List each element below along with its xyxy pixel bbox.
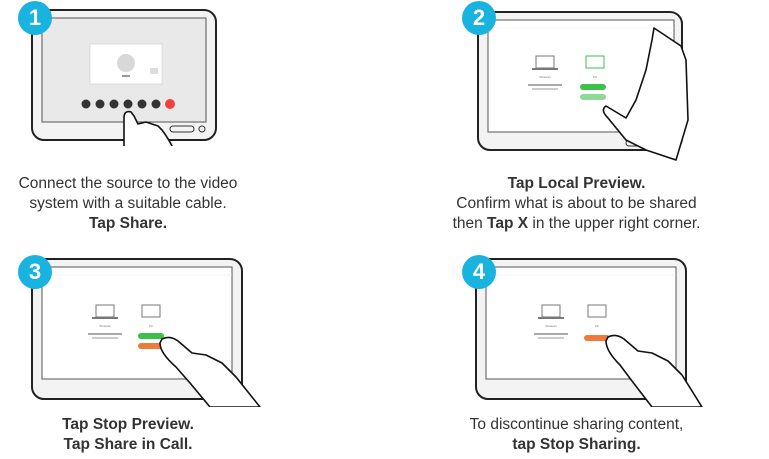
caption-line: Connect the source to the video bbox=[18, 175, 238, 192]
pc-label: PC bbox=[595, 324, 600, 328]
caption-text: then bbox=[452, 215, 488, 232]
step-4: Wireless PC 4 To discontinue sharing con… bbox=[384, 235, 769, 459]
wireless-label: Wireless bbox=[545, 324, 557, 328]
caption-line: system with a suitable cable. bbox=[29, 195, 227, 212]
step-number-badge: 2 bbox=[462, 1, 496, 35]
caption-line: Tap Share in Call. bbox=[0, 435, 256, 455]
caption-bold: Tap X bbox=[487, 215, 529, 232]
caption-bold: Tap Stop Preview. bbox=[62, 416, 194, 433]
step-1: 1 Connect the source to the video system… bbox=[0, 0, 384, 235]
caption-bold: Tap Share. bbox=[88, 215, 168, 232]
touch-panel-device: Wireless PC bbox=[475, 258, 703, 407]
step-caption: Connect the source to the video system w… bbox=[0, 174, 256, 234]
caption-bold: Tap Local Preview. bbox=[507, 175, 646, 192]
caption-line: tap Stop Sharing. bbox=[384, 435, 769, 455]
step-number-badge: 4 bbox=[462, 255, 496, 289]
pc-label: PC bbox=[149, 324, 154, 328]
caption-line: Tap Share. bbox=[0, 214, 256, 234]
pc-label: PC bbox=[593, 75, 598, 79]
caption-line: To discontinue sharing content, bbox=[469, 416, 684, 433]
caption-bold: Tap Share in Call. bbox=[63, 436, 193, 453]
caption-line: Confirm what is about to be shared bbox=[456, 195, 697, 212]
caption-line: then Tap X in the upper right corner. bbox=[384, 214, 769, 234]
step-caption: Tap Local Preview. Confirm what is about… bbox=[384, 174, 769, 234]
step-number-badge: 3 bbox=[18, 255, 52, 289]
touch-panel-device: Wireless PC bbox=[477, 11, 689, 161]
touch-panel-device: Wireless PC bbox=[31, 258, 261, 407]
step-2: Wireless PC 2 Tap Local Preview. Confirm… bbox=[384, 0, 769, 235]
step-3: Wireless PC 3 Tap Stop Preview. Tap Shar… bbox=[0, 235, 384, 459]
caption-text: in the upper right corner. bbox=[528, 215, 701, 232]
wireless-label: Wireless bbox=[539, 75, 551, 79]
caption-bold: tap Stop Sharing. bbox=[512, 436, 641, 453]
step-caption: Tap Stop Preview. Tap Share in Call. bbox=[0, 415, 256, 455]
touch-panel-device bbox=[31, 9, 217, 146]
step-number-badge: 1 bbox=[18, 1, 52, 35]
step-caption: To discontinue sharing content, tap Stop… bbox=[384, 415, 769, 455]
caption-line: Tap Stop Preview. bbox=[0, 415, 256, 435]
wireless-label: Wireless bbox=[99, 324, 111, 328]
caption-line: Tap Local Preview. bbox=[384, 174, 769, 194]
